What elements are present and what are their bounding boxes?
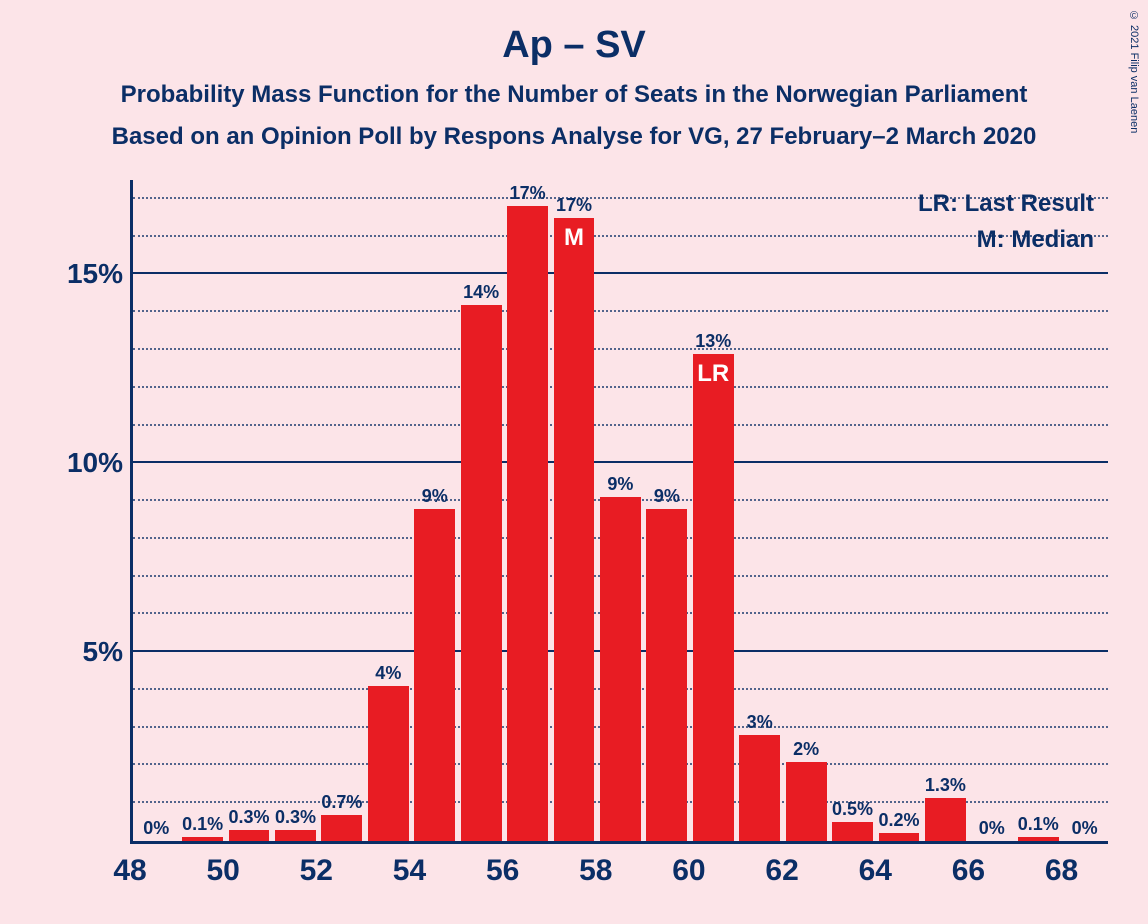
x-tick: 62	[782, 844, 829, 904]
x-tick: 48	[130, 844, 177, 904]
bar-slot: 1.3%	[922, 180, 968, 841]
x-tick: 54	[409, 844, 456, 904]
bar: 0.2%	[879, 833, 920, 841]
x-axis-label: 66	[952, 854, 985, 888]
bar-slot: 3%	[736, 180, 782, 841]
bar-slot: 9%	[412, 180, 458, 841]
bar-value-label: 0.7%	[321, 792, 362, 813]
x-axis: 48 50 52 54 56 58 60 62 64 66 68	[130, 844, 1108, 904]
x-tick: 60	[689, 844, 736, 904]
chart-title: Ap – SV	[0, 0, 1148, 67]
bar-value-label: 0.1%	[182, 814, 223, 835]
bars-container: 0%0.1%0.3%0.3%0.7%4%9%14%17%17%M9%9%13%L…	[133, 180, 1108, 841]
bar-value-label: 0%	[1072, 818, 1098, 839]
x-tick: 68	[1062, 844, 1109, 904]
bar-slot: 0%	[1061, 180, 1107, 841]
bar: 1.3%	[925, 798, 966, 841]
x-axis-label: 58	[579, 854, 612, 888]
bar: 13%LR	[693, 354, 734, 841]
x-axis-label: 56	[486, 854, 519, 888]
x-axis-label: 64	[859, 854, 892, 888]
x-axis-label: 52	[300, 854, 333, 888]
chart-subsubtitle: Based on an Opinion Poll by Respons Anal…	[0, 109, 1148, 151]
bar-slot: 2%	[783, 180, 829, 841]
bar: 0.7%	[321, 815, 362, 841]
bar-slot: 0%	[133, 180, 179, 841]
bar: 3%	[739, 735, 780, 841]
bar: 17%M	[554, 218, 595, 841]
x-tick: 66	[968, 844, 1015, 904]
bar-value-label: 1.3%	[925, 775, 966, 796]
legend-m: M: Median	[918, 222, 1094, 258]
plot-area: LR: Last Result M: Median 5%10%15% 0%0.1…	[130, 180, 1108, 844]
bar-value-label: 0.2%	[878, 810, 919, 831]
x-axis-label: 62	[765, 854, 798, 888]
bar: 0.3%	[229, 830, 270, 841]
legend-lr: LR: Last Result	[918, 186, 1094, 222]
bar: 9%	[646, 509, 687, 841]
bar-slot: 0.3%	[226, 180, 272, 841]
x-tick: 56	[503, 844, 550, 904]
bar-slot: 9%	[597, 180, 643, 841]
bar-value-label: 17%	[510, 183, 546, 204]
bar-value-label: 9%	[654, 486, 680, 507]
bar-value-label: 14%	[463, 282, 499, 303]
bar-value-label: 0%	[979, 818, 1005, 839]
bar-value-label: 9%	[607, 474, 633, 495]
bar-slot: 17% M	[551, 180, 597, 841]
bar: 9%	[414, 509, 455, 841]
bar-value-label: 0.3%	[275, 807, 316, 828]
x-tick: 64	[875, 844, 922, 904]
y-axis-label: 15%	[67, 258, 123, 290]
x-axis-label: 60	[672, 854, 705, 888]
x-tick: 52	[316, 844, 363, 904]
bar-slot: 0.5%	[829, 180, 875, 841]
bar: 0.1%	[1018, 837, 1059, 841]
bar-slot: 0.2%	[876, 180, 922, 841]
y-axis-label: 10%	[67, 447, 123, 479]
x-axis-label: 48	[113, 854, 146, 888]
x-axis-label: 54	[393, 854, 426, 888]
x-tick: 58	[596, 844, 643, 904]
bar-value-label: 3%	[747, 712, 773, 733]
x-tick: 50	[223, 844, 270, 904]
x-axis-label: 68	[1045, 854, 1078, 888]
median-marker: M	[564, 224, 584, 530]
bar-value-label: 0%	[143, 818, 169, 839]
chart-subtitle: Probability Mass Function for the Number…	[0, 67, 1148, 109]
y-axis-label: 5%	[83, 636, 123, 668]
bar-value-label: 9%	[422, 486, 448, 507]
bar: 9%	[600, 497, 641, 841]
bar-value-label: 0.1%	[1018, 814, 1059, 835]
bar-slot: 14%	[458, 180, 504, 841]
bar-slot: 0.1%	[1015, 180, 1061, 841]
bar-slot: 0.7%	[319, 180, 365, 841]
bar: 0.3%	[275, 830, 316, 841]
bar: 0.5%	[832, 822, 873, 841]
bar-slot: 9%	[644, 180, 690, 841]
bar: 2%	[786, 762, 827, 841]
bar: 14%	[461, 305, 502, 841]
bar: 17%	[507, 206, 548, 841]
chart-area: LR: Last Result M: Median 5% 10% 15% 0% 0.1…	[60, 180, 1118, 904]
copyright-text: © 2021 Filip van Laenen	[1128, 10, 1140, 133]
legend: LR: Last Result M: Median	[918, 186, 1094, 258]
bar-slot: 0%	[969, 180, 1015, 841]
bar-slot: 0.1%	[179, 180, 225, 841]
bar: 4%	[368, 686, 409, 841]
x-axis-label: 50	[206, 854, 239, 888]
bar-slot: 13% LR	[690, 180, 736, 841]
bar-value-label: 0.3%	[229, 807, 270, 828]
bar: 0.1%	[182, 837, 223, 841]
bar-value-label: 2%	[793, 739, 819, 760]
bar-slot: 4%	[365, 180, 411, 841]
bar-value-label: 17%	[556, 195, 592, 216]
bar-value-label: 4%	[375, 663, 401, 684]
last-result-marker: LR	[697, 360, 729, 622]
bar-slot: 0.3%	[272, 180, 318, 841]
bar-value-label: 13%	[695, 331, 731, 352]
bar-slot: 17%	[504, 180, 550, 841]
bar-value-label: 0.5%	[832, 799, 873, 820]
